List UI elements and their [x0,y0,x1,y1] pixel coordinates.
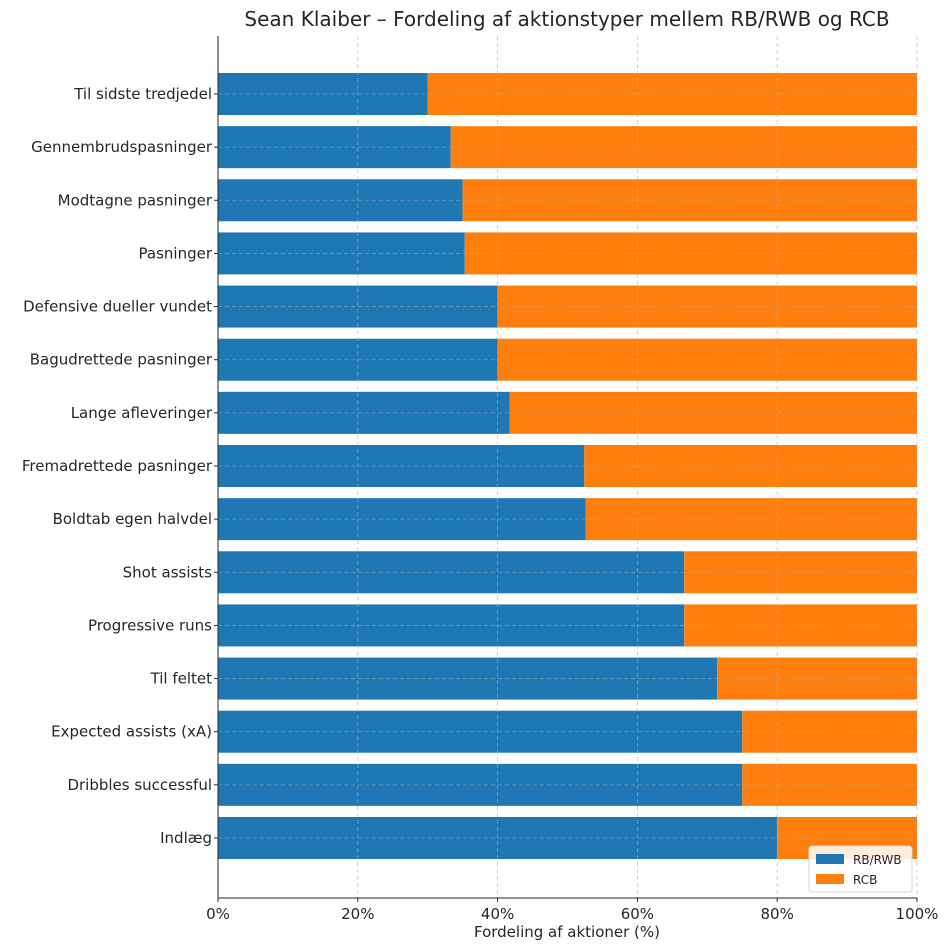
y-tick-label: Gennembrudspasninger [31,138,213,156]
x-tick-label: 80% [761,905,794,923]
y-tick-label: Pasninger [139,244,213,262]
legend-swatch [816,854,844,864]
chart-title: Sean Klaiber – Fordeling af aktionstyper… [244,7,889,31]
x-tick-label: 20% [341,905,374,923]
y-tick-label: Til sidste tredjedel [73,85,212,103]
x-tick-label: 0% [206,905,230,923]
y-tick-label: Bagudrettede pasninger [30,351,213,369]
legend-swatch [816,874,844,884]
legend-label: RB/RWB [853,853,902,867]
x-axis-label: Fordeling af aktioner (%) [474,923,660,941]
y-tick-label: Dribbles successful [67,776,212,794]
y-tick-label: Lange afleveringer [71,404,213,422]
bar-rb-rwb [218,73,428,115]
bars [218,73,917,859]
y-tick-label: Indlæg [160,829,212,847]
y-tick-label: Progressive runs [88,616,212,634]
y-tick-label: Expected assists (xA) [51,723,212,741]
x-axis-tick-labels: 0% 20% 40% 60% 80% 100% [206,898,938,923]
y-tick-label: Shot assists [123,563,213,581]
x-tick-label: 40% [481,905,514,923]
y-tick-label: Fremadrettede pasninger [22,457,213,475]
x-tick-label: 100% [896,905,939,923]
bar-rcb [497,338,917,381]
bar-rcb [717,657,917,700]
x-tick-label: 60% [621,905,654,923]
y-tick-label: Modtagne pasninger [58,191,213,209]
y-tick-label: Defensive dueller vundet [23,298,212,316]
y-axis-tick-labels: Indlæg Dribbles successful Expected assist… [22,85,218,847]
y-tick-label: Boldtab egen halvdel [53,510,212,528]
bar-rcb [497,285,917,328]
legend: RB/RWB RCB [808,845,913,893]
legend-label: RCB [853,873,877,887]
bar-rb-rwb [218,657,718,700]
bar-rb-rwb [218,391,510,434]
y-tick-label: Til feltet [150,670,213,688]
